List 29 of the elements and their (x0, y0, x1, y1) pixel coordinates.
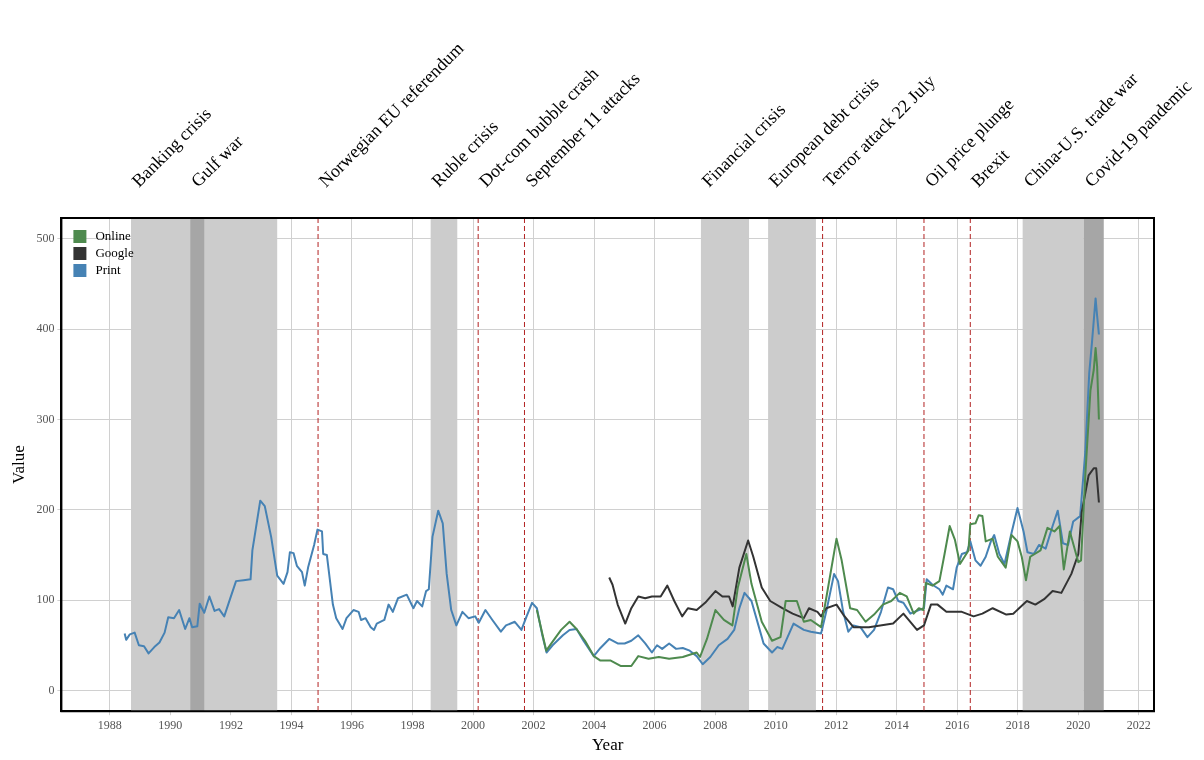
x-tick-label: 1998 (400, 717, 425, 732)
x-tick-label: 2002 (521, 717, 546, 732)
x-tick-label: 1996 (339, 717, 364, 732)
y-tick-label: 500 (36, 230, 55, 245)
x-tick-label: 2012 (824, 717, 849, 732)
x-tick-label: 1992 (218, 717, 243, 732)
x-tick-label: 1990 (158, 717, 183, 732)
y-tick-label: 0 (48, 682, 55, 697)
x-tick-label: 1988 (97, 717, 122, 732)
x-tick-label: 2014 (884, 717, 909, 732)
x-tick-label: 2020 (1066, 717, 1091, 732)
x-tick-label: 2000 (461, 717, 486, 732)
x-tick-label: 2010 (763, 717, 788, 732)
y-tick-label: 300 (36, 411, 55, 426)
y-tick-label: 100 (36, 592, 55, 607)
x-axis-title: Year (592, 735, 624, 755)
x-tick-label: 2004 (582, 717, 607, 732)
legend-label: Print (95, 262, 122, 278)
y-axis-title: Value (8, 445, 28, 484)
x-tick-label: 2018 (1005, 717, 1030, 732)
x-tick-label: 2006 (642, 717, 667, 732)
x-tick-label: 2008 (703, 717, 728, 732)
x-tick-label: 1994 (279, 717, 304, 732)
legend-label: Google (95, 245, 134, 261)
x-tick-label: 2016 (945, 717, 970, 732)
x-tick-label: 2022 (1126, 717, 1151, 732)
y-tick-label: 200 (36, 501, 55, 516)
legend-label: Online (95, 228, 132, 244)
y-tick-label: 400 (36, 321, 55, 336)
